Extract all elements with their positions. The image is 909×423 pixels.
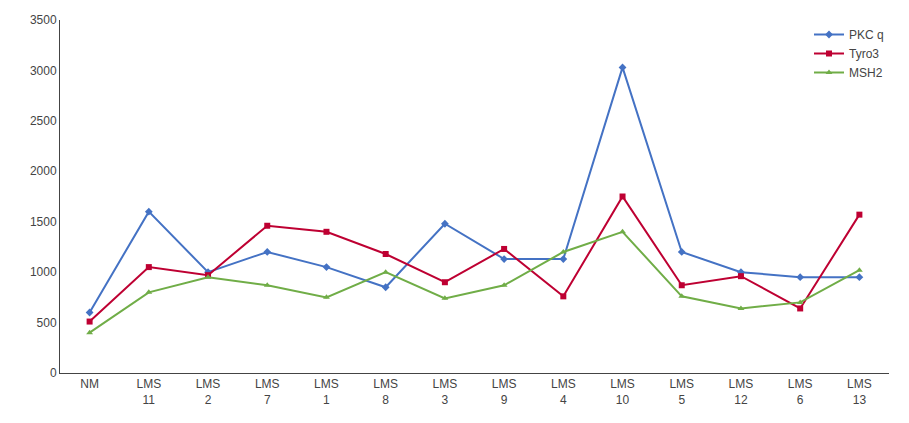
svg-text:LMS9: LMS9 <box>492 377 517 407</box>
svg-text:LMS2: LMS2 <box>196 377 221 407</box>
svg-text:PKC q: PKC q <box>849 28 884 42</box>
svg-text:LMS12: LMS12 <box>729 377 754 407</box>
svg-text:0: 0 <box>50 366 57 380</box>
svg-text:LMS4: LMS4 <box>551 377 576 407</box>
svg-text:LMS1: LMS1 <box>314 377 339 407</box>
svg-text:LMS13: LMS13 <box>847 377 872 407</box>
svg-text:NM: NM <box>80 377 99 391</box>
svg-text:1500: 1500 <box>30 215 57 229</box>
svg-text:1000: 1000 <box>30 265 57 279</box>
svg-text:LMS3: LMS3 <box>433 377 458 407</box>
svg-text:LMS7: LMS7 <box>255 377 280 407</box>
svg-text:LMS11: LMS11 <box>136 377 161 407</box>
svg-text:2500: 2500 <box>30 114 57 128</box>
svg-text:Tyro3: Tyro3 <box>849 47 879 61</box>
svg-text:2000: 2000 <box>30 164 57 178</box>
svg-text:MSH2: MSH2 <box>849 66 883 80</box>
svg-text:500: 500 <box>37 316 57 330</box>
svg-text:LMS8: LMS8 <box>373 377 398 407</box>
svg-text:LMS10: LMS10 <box>610 377 635 407</box>
svg-text:3500: 3500 <box>30 13 57 27</box>
svg-text:LMS5: LMS5 <box>669 377 694 407</box>
svg-text:3000: 3000 <box>30 64 57 78</box>
svg-text:LMS6: LMS6 <box>788 377 813 407</box>
